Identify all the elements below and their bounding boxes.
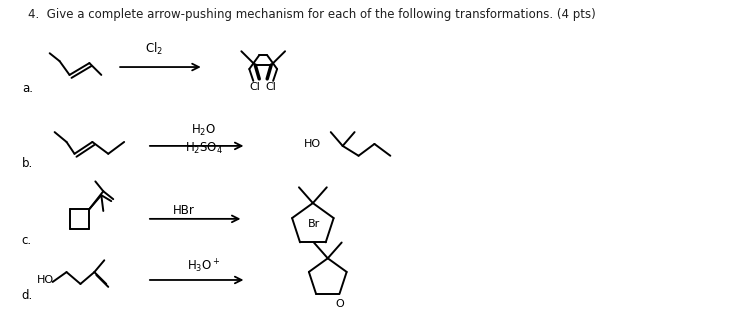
Text: HBr: HBr	[173, 205, 195, 218]
Text: Cl$_2$: Cl$_2$	[145, 41, 163, 57]
Text: H$_2$SO$_4$: H$_2$SO$_4$	[185, 141, 222, 156]
Text: Cl: Cl	[250, 82, 261, 92]
Text: d.: d.	[22, 289, 33, 302]
Text: HO: HO	[304, 139, 320, 149]
Text: H$_3$O$^+$: H$_3$O$^+$	[187, 257, 220, 275]
Text: Br: Br	[308, 219, 320, 229]
Text: b.: b.	[22, 157, 33, 170]
Text: Cl: Cl	[265, 82, 277, 92]
Text: c.: c.	[22, 234, 32, 247]
Text: a.: a.	[22, 82, 33, 95]
Text: 4.  Give a complete arrow-pushing mechanism for each of the following transforma: 4. Give a complete arrow-pushing mechani…	[28, 8, 596, 21]
Text: O: O	[335, 299, 344, 309]
Text: H$_2$O: H$_2$O	[191, 123, 216, 138]
Text: HO: HO	[37, 275, 54, 285]
